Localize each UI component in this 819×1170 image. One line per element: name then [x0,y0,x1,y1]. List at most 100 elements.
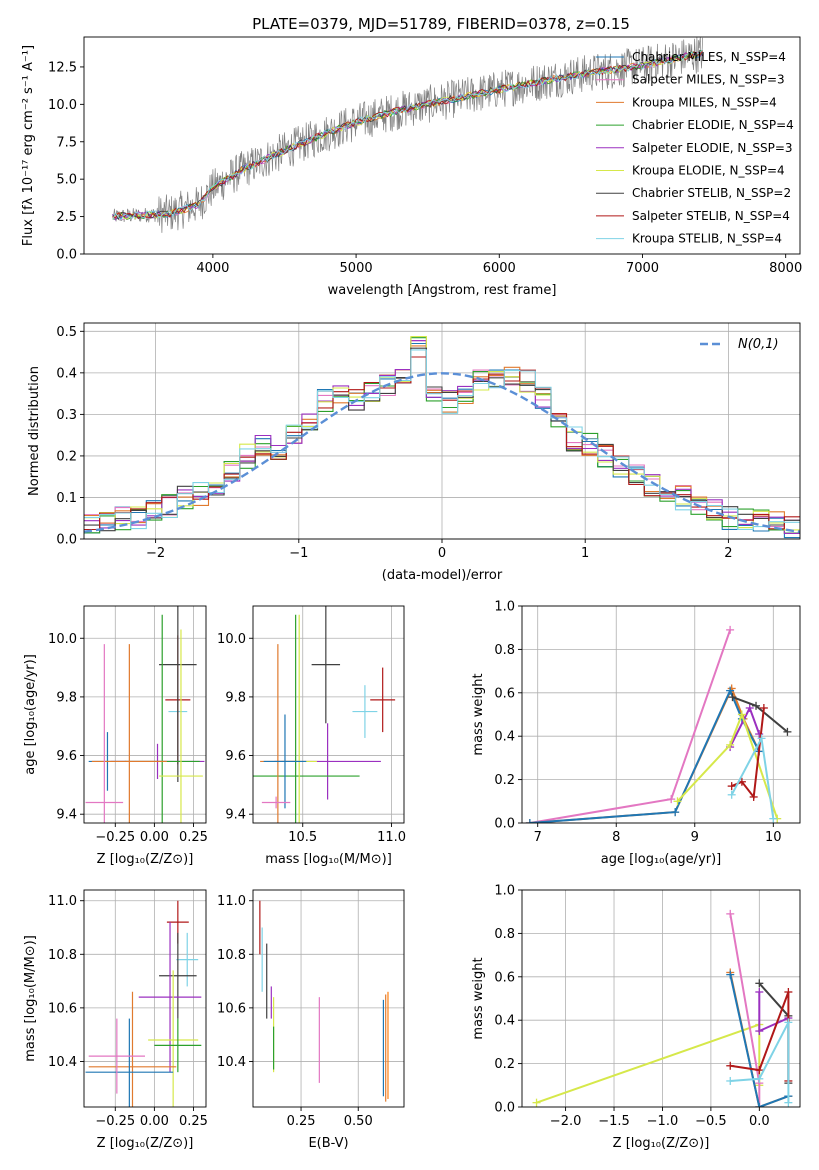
y-tick-label: 11.0 [48,894,77,909]
mass-weight-series [730,1021,790,1103]
y-tick-label: 10.6 [48,1001,77,1016]
mass-weight-series [729,974,789,1107]
residuals-plot-area [84,335,800,539]
mass-weight-marker [667,795,676,804]
y-axis-label: mass weight [471,673,486,755]
axes-frame [83,36,801,255]
legend-entry: N(0,1) [738,337,779,352]
y-tick-label: 0.2 [494,1057,515,1072]
y-tick-label: 1.0 [494,884,515,899]
x-tick-label: 9 [691,830,699,845]
x-tick-label: 0.00 [140,830,169,845]
mass-weight-marker [726,1076,735,1085]
errorbar-point [370,667,396,733]
mass-weight-marker [755,1066,764,1075]
mass-weight-marker [726,1061,735,1070]
y-tick-label: 0.6 [494,970,515,985]
x-tick-label: 10.5 [288,830,317,845]
mass-weight-marker [737,710,746,719]
x-tick-label: 0 [438,546,446,561]
x-tick-label: −1.0 [647,1114,679,1129]
mass-weight-marker [671,808,680,817]
y-tick-label: 9.4 [56,808,77,823]
x-tick-label: −0.5 [695,1114,727,1129]
x-axis-label: E(B-V) [308,1136,348,1151]
spectrum-axes: 4000 5000 6000 7000 8000 0.0 2.5 5.0 7.5 10.0 12.5… [21,36,802,298]
mass-weight-marker [726,970,735,979]
legend-entry: Kroupa STELIB, N_SSP=4 [632,232,782,246]
mass-weight-marker [755,987,764,996]
mass-weight-marker [784,987,793,996]
x-tick-label: 1 [581,546,589,561]
errorbar-point [311,606,341,724]
y-tick-label: 9.6 [225,749,246,764]
mass-weight-marker [755,979,764,988]
y-tick-label: 0.0 [56,533,77,548]
x-tick-label: −0.25 [95,830,135,845]
y-tick-label: 0.2 [56,449,77,464]
legend-entry: Chabrier MILES, N_SSP=4 [632,50,786,64]
x-tick-label: −1 [289,546,308,561]
y-tick-label: 0.1 [56,491,77,506]
x-tick-label: 8 [612,830,620,845]
errorbar-point [148,970,199,1107]
errorbar-point [159,932,197,1019]
mass-vs-Z-axes: −0.25 0.00 0.25 10.4 10.6 10.8 11.0 Z [log₁₀(Z/… [23,889,208,1151]
y-tick-label: 10.8 [48,948,77,963]
mass-weight-marker [784,1018,793,1027]
mass-weight-marker [757,734,766,743]
x-tick-label: 5000 [340,261,373,276]
figure-title: PLATE=0379, MJD=51789, FIBERID=0378, z=0… [252,15,630,33]
y-tick-label: 0.0 [56,248,77,263]
y-tick-label: 11.0 [217,894,246,909]
mass-weight-marker [532,1098,541,1107]
errorbar-point [154,1018,202,1073]
errorbar-point [159,606,197,782]
errorbar-point [88,1018,145,1094]
legend-entry: Salpeter STELIB, N_SSP=4 [632,209,790,223]
x-axis-label: (data-model)/error [382,568,503,583]
age-vs-mass-plot-area [253,606,396,823]
y-tick-label: 10.0 [217,632,246,647]
y-tick-label: 9.8 [225,690,246,705]
mass-weight-marker [784,1098,793,1107]
y-tick-label: 5.0 [56,173,77,188]
x-axis-label: Z [log₁₀(Z/Z⊙)] [613,1136,710,1151]
model-spectrum-line [112,49,703,221]
mass-weight-series [730,735,775,819]
legend-entry: Salpeter ELODIE, N_SSP=3 [632,141,793,155]
y-tick-label: 0.4 [56,366,77,381]
mass-weight-marker [755,1027,764,1036]
mass-weight-marker [726,909,735,918]
mass-weight-marker [752,701,761,710]
y-tick-label: 12.5 [48,60,77,75]
x-axis-label: wavelength [Angstrom, rest frame] [328,283,557,298]
y-tick-label: 9.4 [225,808,246,823]
residuals-axes: −2 −1 0 1 2 0.0 0.1 0.2 0.3 0.4 0.5 (data-model)/er… [27,322,801,583]
x-tick-label: 0.00 [140,1114,169,1129]
legend-entry: Salpeter MILES, N_SSP=3 [632,73,785,87]
x-tick-label: 4000 [196,261,229,276]
model-spectrum-line [112,49,703,221]
errorbar-point [88,991,177,1107]
mass-weight-marker [755,1103,764,1107]
y-tick-label: 10.6 [217,1001,246,1016]
spectrum-legend: Chabrier MILES, N_SSP=4 Salpeter MILES, N… [596,50,794,246]
errorbar-point [261,796,291,809]
mass-weight-marker [726,625,735,634]
x-tick-label: 0.50 [344,1114,373,1129]
x-tick-label: 0.25 [287,1114,316,1129]
mass-weight-vs-age-plot-area [525,625,792,823]
y-axis-label: mass weight [471,957,486,1039]
mass-weight-marker [673,797,682,806]
y-tick-label: 10.0 [48,98,77,113]
mass-weight-vs-age-axes: 7 8 9 10 0.0 0.2 0.4 0.6 0.8 1.0 age [log₁₀(age/yr… [471,600,801,867]
model-spectrum-line [112,49,703,220]
errorbar-point [352,685,378,738]
legend-entry: Kroupa ELODIE, N_SSP=4 [632,164,785,178]
mass-weight-marker [745,703,754,712]
mass-weight-marker [755,1074,764,1083]
axes-frame [252,605,405,824]
axes-frame [521,889,801,1108]
